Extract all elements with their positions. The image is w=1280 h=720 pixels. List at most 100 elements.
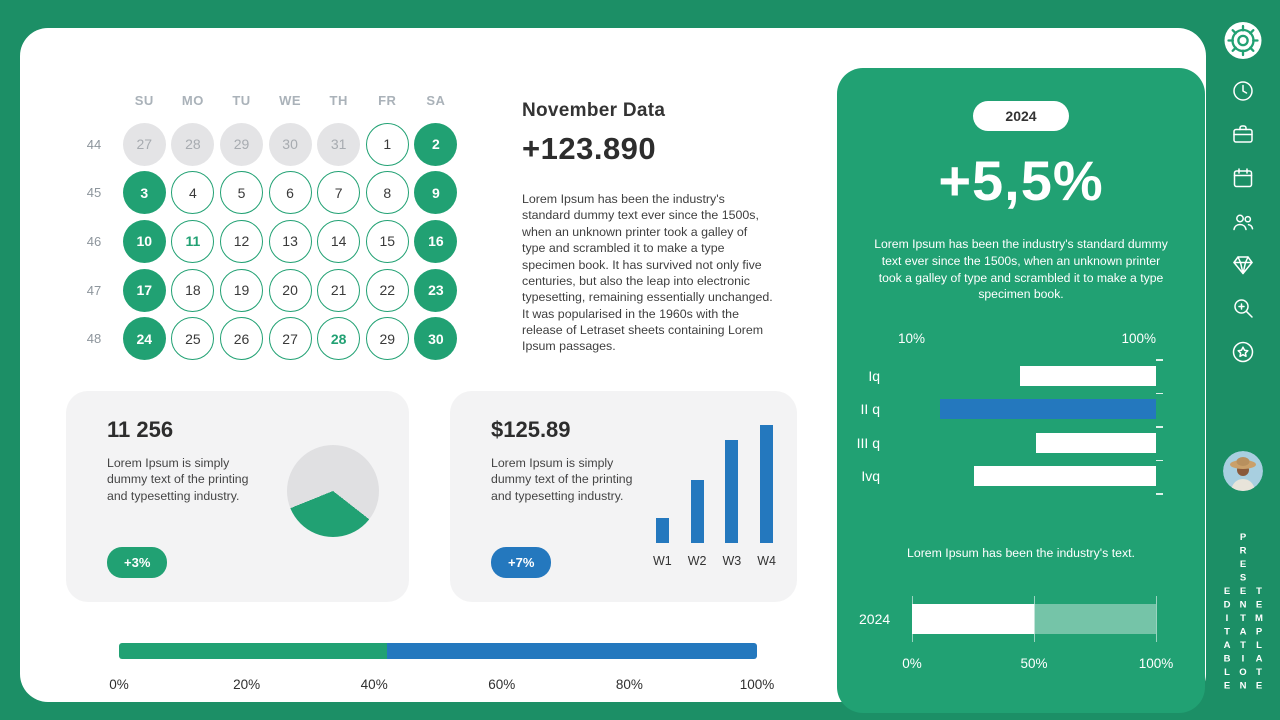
quarter-axis-ticks [1156, 359, 1163, 499]
quarter-track [889, 399, 1156, 420]
axis-tick-label: 0% [109, 677, 129, 692]
calendar-week-number: 44 [86, 136, 102, 152]
calendar-week-number: 48 [86, 331, 102, 347]
calendar-day[interactable]: 27 [122, 122, 166, 166]
calendar-day-header: MO [181, 92, 204, 108]
progress-segment-blue [386, 643, 757, 659]
avatar[interactable] [1223, 451, 1263, 491]
settings-gear-icon[interactable] [1224, 22, 1262, 59]
mini-bar [725, 440, 739, 543]
calendar-day[interactable]: 11 [171, 219, 215, 263]
calendar-day[interactable]: 27 [268, 317, 312, 361]
panel-paragraph: Lorem Ipsum has been the industry's stan… [874, 237, 1168, 302]
mini-bar [655, 518, 669, 543]
users-icon[interactable] [1231, 210, 1255, 234]
progress-axis: 0% 20% 40% 60% 80% 100% [109, 677, 774, 695]
axis-tick [1034, 596, 1035, 642]
year-stacked-bar [912, 604, 1156, 634]
clock-icon[interactable] [1231, 79, 1255, 103]
axis-tick [1156, 359, 1163, 361]
briefcase-icon[interactable] [1231, 122, 1255, 146]
zoom-in-icon[interactable] [1231, 296, 1255, 320]
calendar-day[interactable]: 29 [365, 317, 409, 361]
calendar-day[interactable]: 30 [268, 122, 312, 166]
calendar-day[interactable]: 15 [365, 219, 409, 263]
calendar-icon[interactable] [1231, 166, 1255, 190]
vertical-word: TEMPLATE [1253, 586, 1265, 694]
calendar-day[interactable]: 14 [317, 219, 361, 263]
calendar-day[interactable]: 1 [365, 122, 409, 166]
calendar-day[interactable]: 2 [414, 122, 458, 166]
calendar-day[interactable]: 8 [365, 171, 409, 215]
calendar-day[interactable]: 17 [122, 268, 166, 312]
calendar-week-number: 46 [86, 233, 102, 249]
axis-tick-label: 40% [360, 677, 388, 692]
stat-text: Lorem Ipsum is simply dummy text of the … [491, 456, 633, 503]
stat-text: Lorem Ipsum is simply dummy text of the … [107, 456, 249, 503]
stat-value: $125.89 [491, 417, 571, 442]
mini-bar-label: W2 [687, 554, 707, 568]
calendar-day-header: FR [378, 92, 397, 108]
progress-segment-green [119, 643, 387, 659]
calendar-day[interactable]: 9 [414, 171, 458, 215]
quarter-bar [974, 466, 1156, 487]
calendar-day[interactable]: 25 [171, 317, 215, 361]
calendar-day[interactable]: 30 [414, 317, 458, 361]
quarter-bar [1035, 432, 1156, 453]
calendar-day[interactable]: 20 [268, 268, 312, 312]
calendar-day[interactable]: 12 [219, 219, 263, 263]
axis-tick [1156, 426, 1163, 428]
calendar-day-header: WE [279, 92, 302, 108]
calendar-day[interactable]: 31 [317, 122, 361, 166]
calendar-day[interactable]: 24 [122, 317, 166, 361]
year-pill: 2024 [973, 101, 1069, 131]
mini-bar-chart: W1 W2 W3 W4 [653, 425, 776, 568]
calendar-day[interactable]: 29 [219, 122, 263, 166]
status-badge: +7% [491, 547, 552, 578]
calendar-day[interactable]: 7 [317, 171, 361, 215]
mini-bar [760, 425, 774, 543]
quarter-track [889, 365, 1156, 386]
axis-tick [1156, 392, 1163, 394]
calendar-day[interactable]: 16 [414, 219, 458, 263]
calendar-day[interactable]: 6 [268, 171, 312, 215]
diamond-icon[interactable] [1231, 253, 1255, 277]
mini-bar-column: W1 [653, 518, 672, 568]
stat-card-count: 11 256 Lorem Ipsum is simply dummy text … [66, 391, 409, 602]
calendar-day[interactable]: 18 [171, 268, 215, 312]
calendar-day[interactable]: 22 [365, 268, 409, 312]
axis-tick [1156, 459, 1163, 461]
november-paragraph: Lorem Ipsum has been the industry's stan… [522, 192, 773, 354]
main-card: SU MO TU WE TH FR SA 44 27 28 29 30 31 1 2 45 3 4 5 6 7 8 9 46 1… [20, 28, 1206, 713]
quarter-label: II q [860, 401, 880, 418]
calendar-day[interactable]: 28 [317, 317, 361, 361]
axis-tick-label: 100% [1138, 656, 1174, 671]
axis-tick-label: 80% [615, 677, 643, 692]
calendar-day[interactable]: 28 [171, 122, 215, 166]
calendar-day[interactable]: 23 [414, 268, 458, 312]
calendar-day[interactable]: 10 [122, 219, 166, 263]
calendar-day[interactable]: 13 [268, 219, 312, 263]
status-badge: +3% [107, 547, 168, 578]
calendar-day[interactable]: 3 [122, 171, 166, 215]
icon-sidebar: EDITABLE PRESENTATION TEMPLATE [1206, 0, 1280, 720]
calendar-day[interactable]: 19 [219, 268, 263, 312]
vertical-word: EDITABLE [1221, 586, 1233, 694]
axis-tick [1156, 596, 1157, 642]
star-icon[interactable] [1231, 340, 1255, 364]
mini-bar [690, 480, 704, 543]
year-chart [912, 596, 1157, 642]
calendar-day[interactable]: 5 [219, 171, 263, 215]
quarter-label: Ivq [861, 468, 880, 485]
axis-min-label: 10% [898, 331, 926, 346]
mini-bar-column: W4 [757, 425, 776, 568]
quarter-label: Iq [868, 367, 880, 384]
quarter-label: III q [856, 434, 880, 451]
calendar-day[interactable]: 4 [171, 171, 215, 215]
calendar-day[interactable]: 26 [219, 317, 263, 361]
quarter-chart-rows: Iq II q III q Ivq [837, 359, 1156, 493]
calendar-day-header: TH [329, 92, 348, 108]
calendar-day[interactable]: 21 [317, 268, 361, 312]
pie-chart [287, 445, 379, 537]
